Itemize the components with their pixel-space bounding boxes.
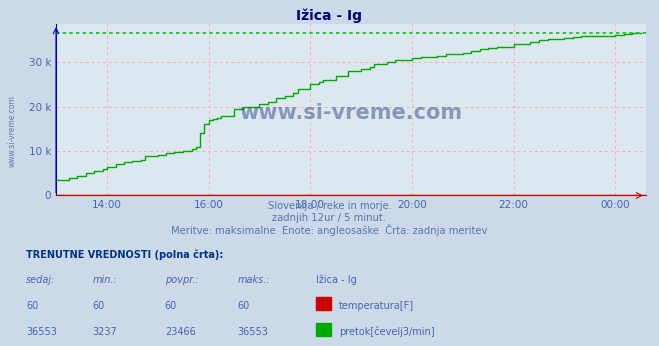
Text: TRENUTNE VREDNOSTI (polna črta):: TRENUTNE VREDNOSTI (polna črta): (26, 249, 224, 260)
Text: Slovenija / reke in morje.: Slovenija / reke in morje. (268, 201, 391, 211)
Text: povpr.:: povpr.: (165, 275, 198, 285)
Text: 23466: 23466 (165, 327, 196, 337)
Text: Meritve: maksimalne  Enote: angleosaške  Črta: zadnja meritev: Meritve: maksimalne Enote: angleosaške Č… (171, 224, 488, 236)
Text: 60: 60 (237, 301, 250, 311)
Text: 60: 60 (92, 301, 105, 311)
Text: 60: 60 (26, 301, 39, 311)
Text: maks.:: maks.: (237, 275, 270, 285)
Text: Ižica - Ig: Ižica - Ig (297, 9, 362, 23)
Text: www.si-vreme.com: www.si-vreme.com (8, 95, 17, 167)
Text: zadnjih 12ur / 5 minut.: zadnjih 12ur / 5 minut. (273, 213, 386, 224)
Text: 3237: 3237 (92, 327, 117, 337)
Text: pretok[čevelj3/min]: pretok[čevelj3/min] (339, 326, 434, 337)
Text: 36553: 36553 (237, 327, 268, 337)
Text: temperatura[F]: temperatura[F] (339, 301, 414, 311)
Text: 60: 60 (165, 301, 177, 311)
Text: www.si-vreme.com: www.si-vreme.com (239, 103, 463, 123)
Text: sedaj:: sedaj: (26, 275, 56, 285)
Text: 36553: 36553 (26, 327, 57, 337)
Text: Ižica - Ig: Ižica - Ig (316, 274, 357, 285)
Text: min.:: min.: (92, 275, 117, 285)
